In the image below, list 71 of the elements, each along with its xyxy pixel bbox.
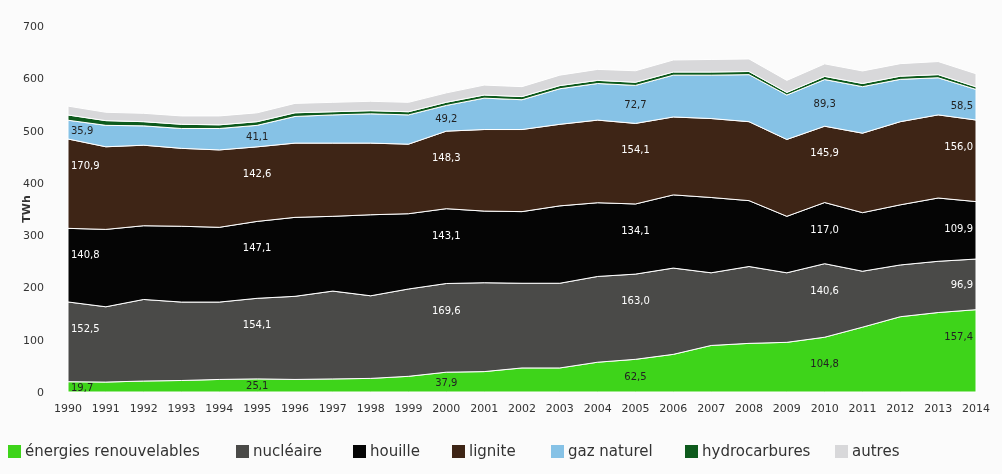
data-label: 152,5 bbox=[71, 322, 100, 334]
data-label: 41,1 bbox=[246, 131, 269, 143]
x-tick-label: 2012 bbox=[886, 402, 915, 415]
x-tick-label: 1996 bbox=[281, 402, 309, 415]
data-label: 96,9 bbox=[950, 279, 973, 291]
x-tick-label: 2000 bbox=[432, 402, 461, 415]
y-tick-label: 700 bbox=[23, 20, 44, 33]
data-label: 37,9 bbox=[435, 377, 458, 389]
data-label: 89,3 bbox=[813, 97, 836, 109]
legend-label: houille bbox=[370, 442, 420, 460]
data-label: 62,5 bbox=[624, 370, 647, 382]
x-tick-label: 2004 bbox=[583, 402, 612, 415]
data-label: 58,5 bbox=[950, 99, 973, 111]
data-label: 147,1 bbox=[242, 242, 272, 254]
data-label: 170,9 bbox=[71, 159, 100, 171]
y-tick-label: 400 bbox=[23, 176, 44, 190]
x-tick-label: 1992 bbox=[129, 402, 158, 415]
y-tick-label: 0 bbox=[37, 386, 44, 399]
data-label: 154,1 bbox=[621, 144, 650, 156]
x-tick-label: 2005 bbox=[621, 402, 650, 415]
data-label: 163,0 bbox=[621, 295, 650, 307]
data-label: 117,0 bbox=[810, 223, 839, 235]
data-label: 156,0 bbox=[944, 141, 973, 153]
data-label: 154,1 bbox=[242, 319, 272, 331]
y-tick-label: 600 bbox=[23, 72, 44, 86]
data-label: 148,3 bbox=[432, 152, 461, 164]
x-tick-label: 2006 bbox=[659, 402, 688, 415]
x-tick-label: 1991 bbox=[91, 402, 120, 415]
legend-label: énergies renouvelables bbox=[25, 442, 201, 460]
data-label: 35,9 bbox=[71, 124, 94, 136]
x-tick-label: 1993 bbox=[167, 402, 196, 415]
x-tick-label: 1999 bbox=[394, 402, 423, 415]
data-label: 109,9 bbox=[944, 222, 973, 234]
x-tick-label: 2013 bbox=[924, 402, 953, 415]
y-tick-label: 100 bbox=[23, 333, 44, 347]
x-tick-label: 2009 bbox=[772, 402, 801, 415]
x-tick-label: 1995 bbox=[243, 402, 272, 415]
x-tick-label: 1998 bbox=[356, 402, 385, 415]
x-tick-label: 1994 bbox=[205, 402, 234, 415]
y-axis-title: TWh bbox=[20, 195, 33, 223]
x-tick-label: 2003 bbox=[545, 402, 574, 415]
data-label: 145,9 bbox=[810, 147, 839, 159]
legend-label: autres bbox=[852, 442, 900, 460]
data-label: 19,7 bbox=[71, 381, 94, 393]
data-label: 140,6 bbox=[810, 284, 839, 296]
data-label: 142,6 bbox=[242, 167, 272, 179]
x-tick-label: 2001 bbox=[470, 402, 499, 415]
data-label: 140,8 bbox=[71, 249, 100, 261]
data-label: 134,1 bbox=[621, 224, 650, 236]
legend-label: nucléaire bbox=[253, 442, 323, 460]
x-tick-label: 2008 bbox=[735, 402, 763, 415]
data-label: 72,7 bbox=[624, 99, 647, 111]
data-label: 157,4 bbox=[944, 330, 973, 342]
data-label: 25,1 bbox=[246, 380, 269, 392]
data-label: 104,8 bbox=[810, 358, 839, 370]
legend-label: gaz naturel bbox=[568, 442, 653, 460]
y-tick-label: 300 bbox=[23, 229, 44, 243]
data-label: 49,2 bbox=[435, 113, 458, 125]
data-label: 169,6 bbox=[432, 304, 461, 316]
x-tick-label: 2010 bbox=[810, 402, 839, 415]
x-tick-label: 1997 bbox=[318, 402, 347, 415]
x-tick-label: 2007 bbox=[697, 402, 726, 415]
y-tick-label: 500 bbox=[23, 124, 44, 138]
x-tick-label: 2011 bbox=[848, 402, 877, 415]
data-label: 143,1 bbox=[432, 229, 461, 241]
legend-label: hydrocarbures bbox=[702, 442, 811, 460]
legend-label: lignite bbox=[469, 442, 516, 460]
x-tick-label: 1990 bbox=[54, 402, 82, 415]
x-tick-label: 2002 bbox=[508, 402, 536, 415]
y-tick-label: 200 bbox=[23, 281, 44, 295]
x-tick-label: 2014 bbox=[962, 402, 990, 415]
